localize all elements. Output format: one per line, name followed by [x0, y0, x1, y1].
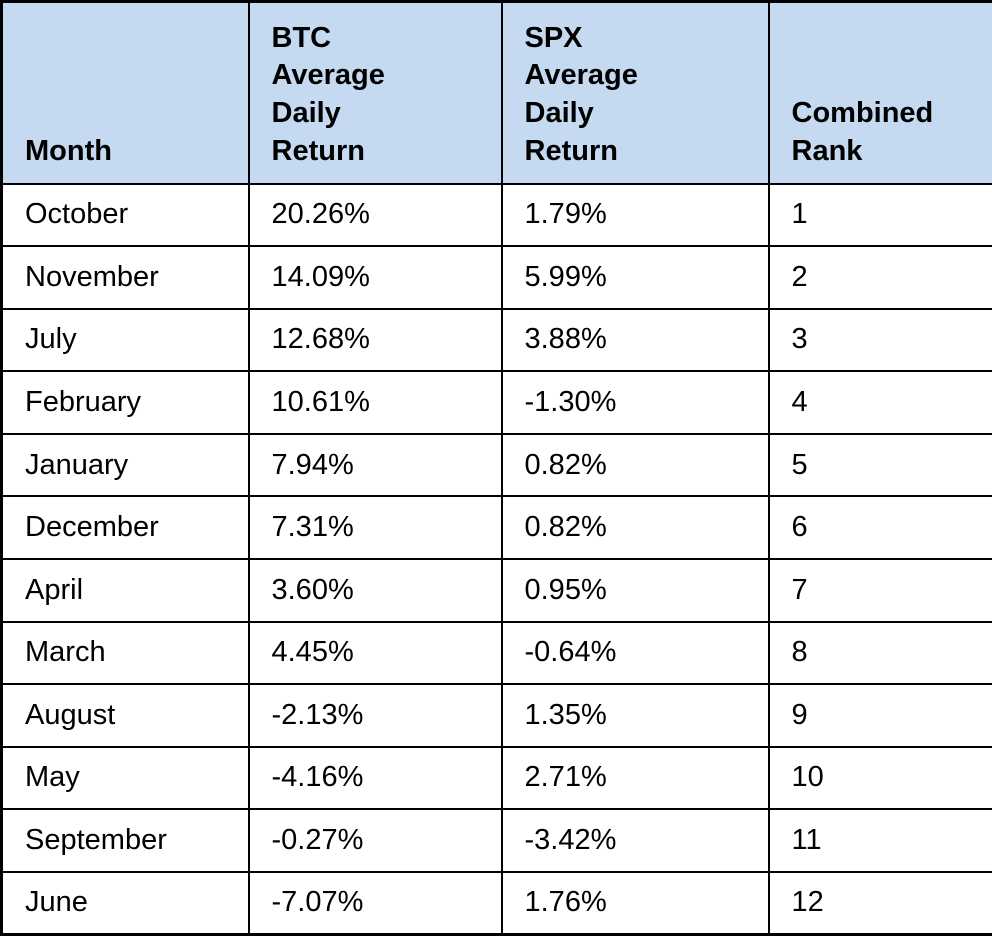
cell-spx-return: -3.42% [500, 808, 770, 873]
cell-btc-return: 14.09% [247, 245, 503, 310]
cell-btc-return: 4.45% [247, 620, 503, 686]
cell-combined-rank: 11 [767, 808, 992, 873]
table-row: March 4.45% -0.64% 8 [0, 620, 992, 686]
cell-spx-return: 3.88% [500, 307, 770, 373]
col-header-combined-rank: Combined Rank [767, 0, 992, 185]
cell-combined-rank: 9 [767, 683, 992, 748]
cell-combined-rank: 10 [767, 745, 992, 811]
col-header-month: Month [0, 0, 250, 185]
cell-spx-return: 2.71% [500, 745, 770, 811]
cell-month: September [0, 808, 250, 873]
cell-combined-rank: 6 [767, 495, 992, 560]
cell-month: May [0, 745, 250, 811]
cell-month: February [0, 370, 250, 435]
cell-spx-return: 1.79% [500, 182, 770, 248]
table-row: April 3.60% 0.95% 7 [0, 557, 992, 623]
table-row: August -2.13% 1.35% 9 [0, 683, 992, 748]
cell-combined-rank: 8 [767, 620, 992, 686]
col-header-btc-average-daily-return: BTC Average Daily Return [247, 0, 503, 185]
cell-btc-return: 3.60% [247, 557, 503, 623]
cell-month: April [0, 557, 250, 623]
cell-combined-rank: 2 [767, 245, 992, 310]
table-row: November 14.09% 5.99% 2 [0, 245, 992, 310]
col-header-spx-average-daily-return: SPX Average Daily Return [500, 0, 770, 185]
cell-combined-rank: 4 [767, 370, 992, 435]
cell-combined-rank: 12 [767, 870, 992, 936]
cell-btc-return: -2.13% [247, 683, 503, 748]
cell-spx-return: 0.82% [500, 495, 770, 560]
cell-btc-return: 20.26% [247, 182, 503, 248]
cell-spx-return: 0.82% [500, 432, 770, 498]
cell-month: August [0, 683, 250, 748]
cell-btc-return: 10.61% [247, 370, 503, 435]
table-row: May -4.16% 2.71% 10 [0, 745, 992, 811]
cell-month: March [0, 620, 250, 686]
cell-month: October [0, 182, 250, 248]
cell-combined-rank: 1 [767, 182, 992, 248]
cell-btc-return: 7.94% [247, 432, 503, 498]
cell-combined-rank: 5 [767, 432, 992, 498]
table-row: February 10.61% -1.30% 4 [0, 370, 992, 435]
table-row: June -7.07% 1.76% 12 [0, 870, 992, 936]
table-row: September -0.27% -3.42% 11 [0, 808, 992, 873]
cell-spx-return: -0.64% [500, 620, 770, 686]
cell-spx-return: 5.99% [500, 245, 770, 310]
cell-spx-return: 0.95% [500, 557, 770, 623]
cell-month: January [0, 432, 250, 498]
cell-month: July [0, 307, 250, 373]
table-row: January 7.94% 0.82% 5 [0, 432, 992, 498]
table-body: October 20.26% 1.79% 1 November 14.09% 5… [0, 182, 992, 936]
table-row: October 20.26% 1.79% 1 [0, 182, 992, 248]
cell-spx-return: 1.35% [500, 683, 770, 748]
cell-month: November [0, 245, 250, 310]
cell-btc-return: -7.07% [247, 870, 503, 936]
table-row: July 12.68% 3.88% 3 [0, 307, 992, 373]
cell-btc-return: -4.16% [247, 745, 503, 811]
cell-btc-return: 7.31% [247, 495, 503, 560]
cell-spx-return: -1.30% [500, 370, 770, 435]
cell-btc-return: -0.27% [247, 808, 503, 873]
cell-month: December [0, 495, 250, 560]
cell-spx-return: 1.76% [500, 870, 770, 936]
cell-combined-rank: 3 [767, 307, 992, 373]
table-row: December 7.31% 0.82% 6 [0, 495, 992, 560]
cell-btc-return: 12.68% [247, 307, 503, 373]
cell-month: June [0, 870, 250, 936]
cell-combined-rank: 7 [767, 557, 992, 623]
header-row: Month BTC Average Daily Return SPX Avera… [0, 0, 992, 185]
